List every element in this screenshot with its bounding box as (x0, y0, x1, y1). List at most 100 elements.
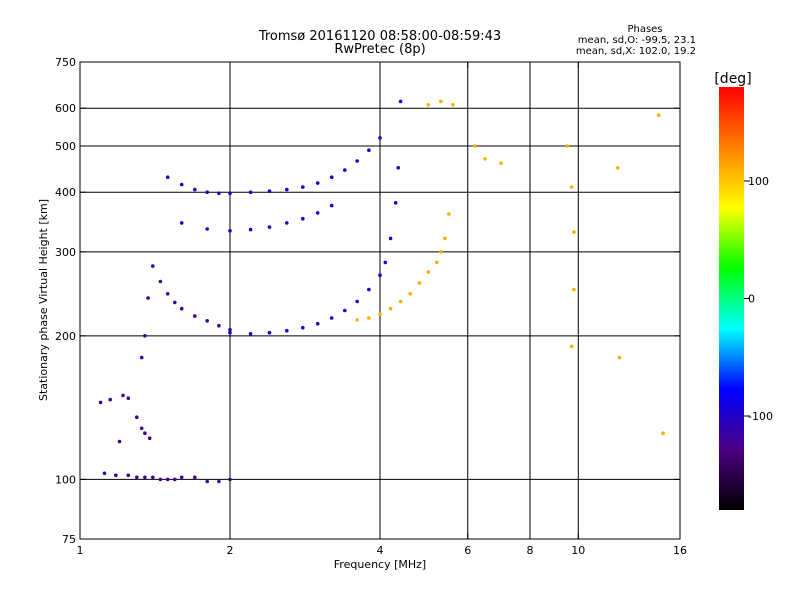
data-point (499, 161, 503, 166)
y-tick-label: 400 (55, 186, 76, 199)
stats-x-mode: mean, sd,X: 102.0, 19.2 (576, 46, 696, 57)
data-point (569, 185, 574, 189)
y-axis-label: Stationary phase Virtual Height [km] (37, 199, 50, 401)
data-point (151, 475, 155, 480)
data-point (135, 415, 139, 420)
data-point (179, 306, 184, 311)
data-point (367, 287, 371, 292)
x-tick-label: 16 (673, 544, 687, 557)
x-tick-label: 8 (527, 544, 534, 557)
data-point (114, 473, 118, 478)
data-point (378, 273, 382, 278)
data-point (285, 187, 289, 192)
data-point (248, 227, 253, 232)
x-tick-label: 6 (464, 544, 471, 557)
data-point (248, 190, 253, 194)
data-point (193, 187, 197, 192)
data-point (569, 344, 574, 349)
data-point (329, 203, 334, 208)
data-point (267, 225, 272, 229)
data-point (228, 191, 232, 196)
data-point (483, 157, 487, 161)
data-point (158, 477, 163, 482)
stats-heading: Phases (627, 24, 662, 35)
data-point (443, 236, 447, 241)
data-point (285, 221, 289, 225)
colorbar-title: [deg] (714, 71, 751, 87)
data-point (417, 281, 422, 285)
colorbar-tick-label: 100 (748, 175, 769, 188)
data-point (135, 475, 139, 480)
data-point (617, 355, 622, 360)
data-point (473, 144, 477, 148)
data-point (205, 479, 209, 484)
data-point (301, 325, 305, 330)
data-point (143, 475, 147, 480)
data-point (572, 230, 576, 234)
data-point (565, 144, 569, 148)
data-point (267, 189, 272, 193)
data-point (355, 159, 360, 163)
y-tick-label: 600 (55, 102, 76, 115)
data-point (248, 332, 253, 336)
data-point (267, 330, 272, 335)
data-point (301, 216, 305, 221)
data-point (315, 321, 320, 326)
data-point (108, 397, 112, 402)
data-point (205, 227, 209, 231)
y-tick-label: 100 (55, 473, 76, 486)
data-point (205, 190, 209, 194)
data-point (398, 99, 403, 104)
data-point (193, 475, 197, 480)
data-point (165, 175, 170, 179)
data-point (408, 292, 413, 296)
x-tick-label: 2 (227, 544, 234, 557)
data-point (139, 355, 144, 360)
data-point (193, 314, 197, 318)
y-tick-label: 200 (55, 330, 76, 343)
colorbar (719, 87, 744, 510)
data-point (572, 287, 576, 292)
data-point (102, 471, 107, 476)
data-point (173, 477, 177, 482)
data-point (367, 148, 371, 152)
data-point (165, 292, 170, 296)
data-point (126, 473, 131, 478)
data-point (301, 185, 305, 189)
data-point (147, 436, 152, 441)
data-point (435, 260, 439, 265)
data-point (355, 318, 360, 322)
data-point (179, 475, 184, 480)
data-point (143, 334, 147, 338)
data-point (329, 316, 334, 320)
data-point (158, 279, 163, 284)
y-axis-ticks: 75 100 200 300 400 500 600 750 (55, 56, 680, 546)
data-point (179, 221, 184, 225)
data-point (426, 270, 431, 274)
data-point (378, 312, 382, 317)
data-point (396, 166, 401, 170)
data-point (378, 136, 382, 140)
x-tick-label: 1 (77, 544, 84, 557)
chart-subtitle: RwPretec (8p) (334, 42, 425, 57)
x-tick-label: 4 (377, 544, 384, 557)
y-tick-label: 75 (62, 533, 76, 546)
data-point (661, 431, 665, 436)
data-point (355, 299, 360, 304)
chart-title: Tromsø 20161120 08:58:00-08:59:43 (258, 29, 501, 44)
y-tick-label: 300 (55, 246, 76, 259)
y-tick-label: 500 (55, 140, 76, 153)
data-point (656, 113, 661, 117)
data-point (117, 439, 122, 444)
data-point (439, 99, 443, 104)
data-point (285, 328, 289, 333)
colorbar-tick-label: -100 (748, 410, 773, 423)
data-point (315, 211, 320, 215)
data-point (205, 319, 209, 323)
data-point (426, 103, 431, 107)
data-point (217, 479, 221, 484)
data-point (139, 426, 144, 431)
data-point (439, 250, 443, 254)
data-points (98, 99, 665, 484)
